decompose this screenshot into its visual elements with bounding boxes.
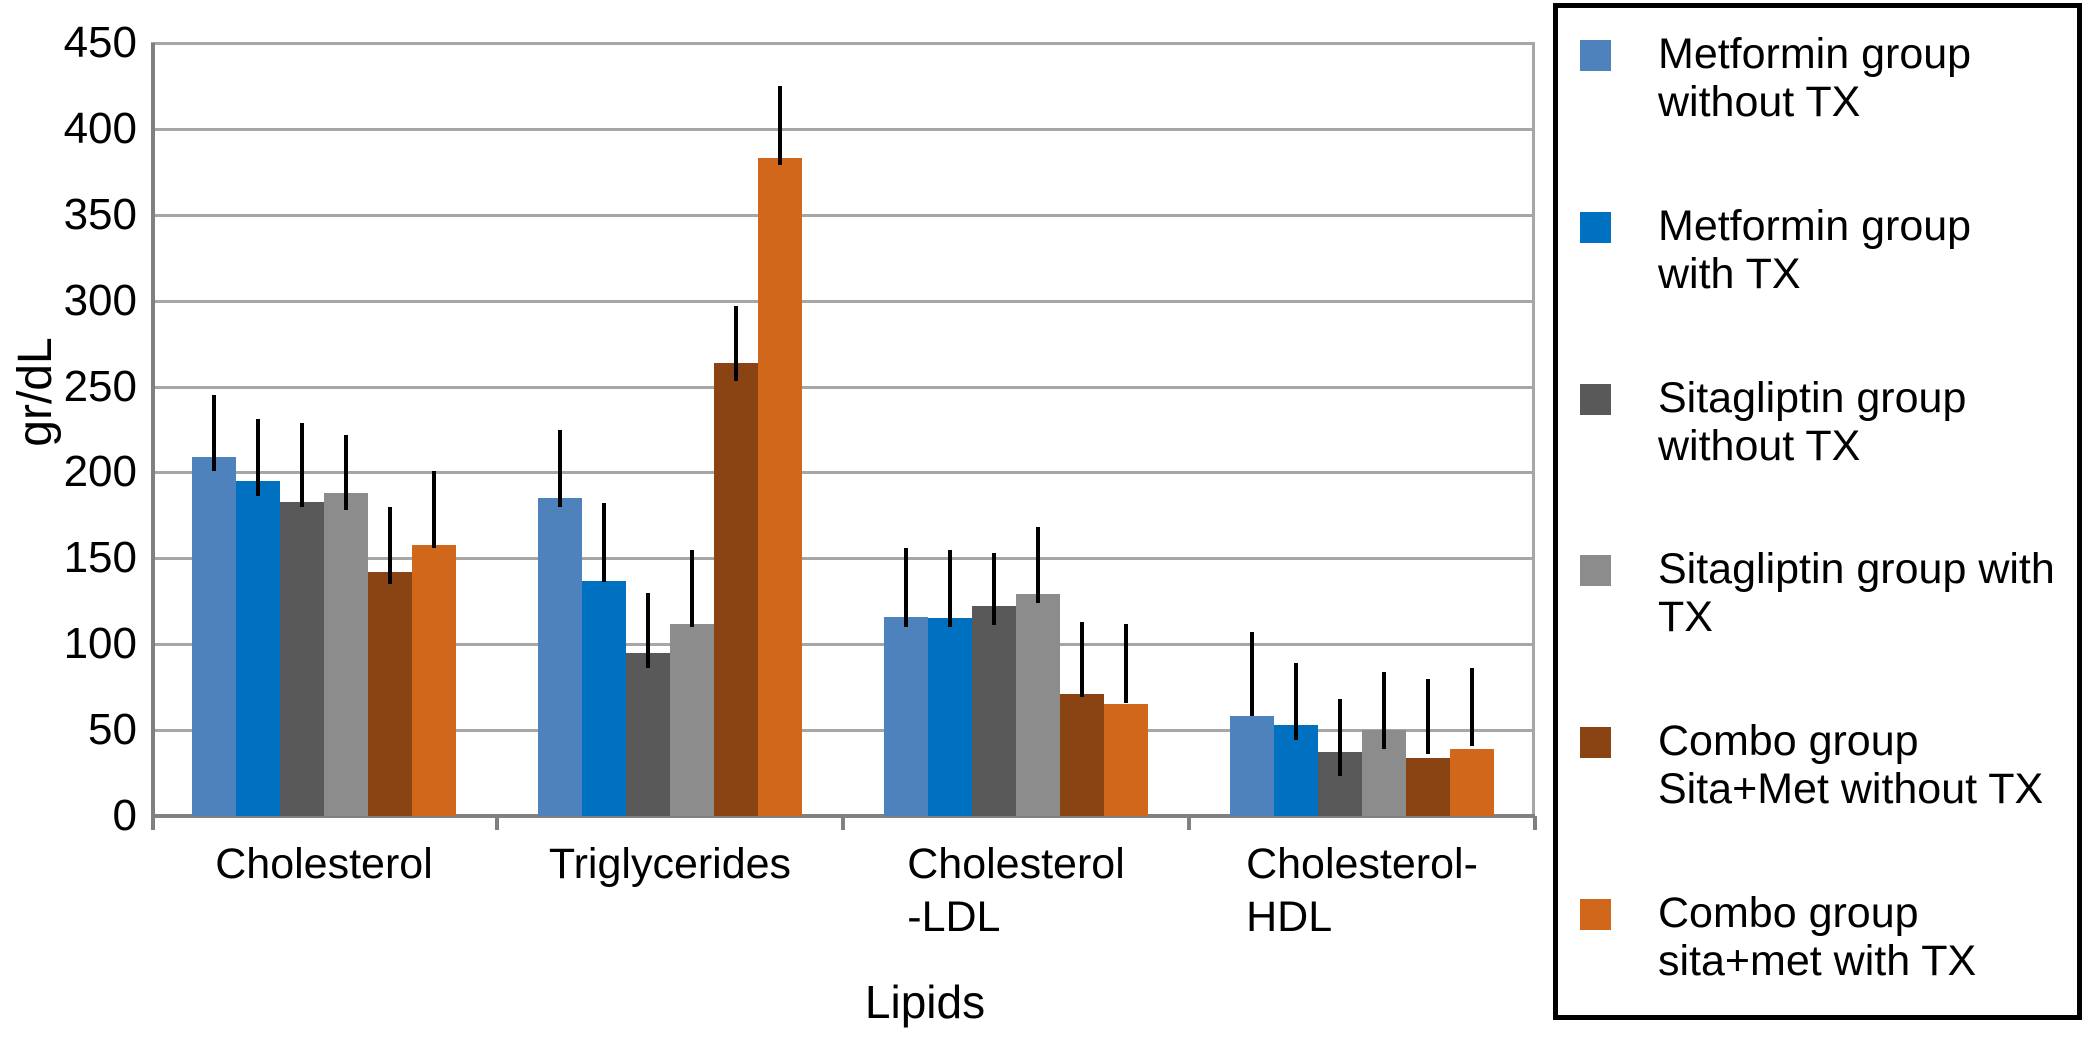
y-tick-label-300: 300 [63, 275, 137, 325]
error-bar [690, 549, 694, 628]
bar-sitagliptin-group-with-tx-cholesterol [324, 493, 368, 816]
legend-entry: Combo group sita+met with TX [1580, 889, 2067, 985]
legend-swatch-icon [1580, 211, 1611, 243]
y-tick-label-400: 400 [63, 103, 137, 153]
legend-swatch-icon [1580, 40, 1611, 71]
bar-combo-group-sita-met-with-tx-triglycerides [758, 158, 802, 816]
error-bar [1080, 621, 1084, 698]
bar-metformin-group-with-tx-triglycerides [582, 580, 626, 816]
bar-combo-group-sita-met-with-tx-cholesterol-hdl [1450, 749, 1494, 816]
legend: Metformin group without TX Metformin grou… [1553, 3, 2082, 1020]
bar-metformin-group-without-tx-cholesterol [192, 456, 236, 816]
legend-label: Combo group sita+met with TX [1658, 888, 1977, 985]
bar-combo-group-sita-met-with-tx-cholesterol [412, 544, 456, 816]
bar-combo-group-sita-met-without-tx-cholesterol [368, 572, 412, 816]
y-tick-label-50: 50 [88, 705, 137, 755]
gridline-350 [151, 213, 1535, 217]
legend-entry: Metformin group with TX [1580, 202, 2067, 298]
bar-sitagliptin-group-with-tx-cholesterol-ldl [1016, 594, 1060, 816]
bar-combo-group-sita-met-without-tx-cholesterol-hdl [1406, 757, 1450, 816]
error-bar [1294, 663, 1298, 741]
bar-metformin-group-without-tx-triglycerides [538, 498, 582, 816]
y-tick-label-200: 200 [63, 447, 137, 497]
error-bar [344, 434, 348, 511]
legend-swatch-icon [1580, 727, 1611, 759]
error-bar [1250, 632, 1254, 717]
x-category-label-4: Cholesterol- HDL [1246, 840, 1478, 941]
y-axis-line [151, 43, 155, 830]
legend-swatch-icon [1580, 898, 1611, 930]
bar-combo-group-sita-met-without-tx-triglycerides [714, 362, 758, 816]
bar-sitagliptin-group-without-tx-triglycerides [626, 652, 670, 816]
gridline-150 [151, 557, 1535, 561]
x-axis-tick [841, 816, 845, 830]
legend-entry: Sitagliptin group without TX [1580, 374, 2067, 470]
bar-metformin-group-without-tx-cholesterol-ldl [884, 616, 928, 816]
error-bar [432, 470, 436, 549]
y-axis-title: gr/dL [9, 337, 62, 447]
legend-swatch-icon [1580, 555, 1611, 587]
legend-entry: Metformin group without TX [1580, 30, 2067, 126]
bar-metformin-group-without-tx-cholesterol-hdl [1230, 716, 1274, 816]
error-bar [734, 305, 738, 382]
bar-combo-group-sita-met-with-tx-cholesterol-ldl [1104, 704, 1148, 816]
gridline-250 [151, 385, 1535, 389]
bar-sitagliptin-group-with-tx-triglycerides [670, 623, 714, 816]
bar-metformin-group-with-tx-cholesterol [236, 481, 280, 816]
x-category-label-1: Cholesterol [215, 840, 433, 888]
error-bar [256, 419, 260, 497]
gridline-300 [151, 299, 1535, 303]
bar-sitagliptin-group-without-tx-cholesterol [280, 501, 324, 816]
error-bar [602, 503, 606, 583]
error-bar [300, 422, 304, 507]
plot-right-border [1532, 43, 1535, 816]
error-bar [1426, 678, 1430, 755]
bar-metformin-group-with-tx-cholesterol-ldl [928, 618, 972, 816]
error-bar [212, 395, 216, 471]
gridline-50 [151, 729, 1535, 733]
error-bar [1124, 623, 1128, 703]
x-category-label-3: Cholesterol -LDL [907, 840, 1125, 941]
error-bar [1036, 527, 1040, 603]
y-tick-label-350: 350 [63, 189, 137, 239]
y-tick-label-100: 100 [63, 619, 137, 669]
gridline-400 [151, 127, 1535, 131]
y-tick-label-450: 450 [63, 18, 137, 67]
error-bar [992, 553, 996, 626]
error-bar [948, 549, 952, 628]
legend-label: Sitagliptin group without TX [1658, 373, 1967, 470]
legend-entry: Sitagliptin group with TX [1580, 545, 2067, 641]
x-axis-title: Lipids [864, 976, 986, 1028]
legend-label: Metformin group without TX [1658, 30, 1972, 126]
bar-sitagliptin-group-without-tx-cholesterol-ldl [972, 606, 1016, 816]
error-bar [646, 592, 650, 669]
legend-swatch-icon [1580, 383, 1611, 415]
legend-label: Combo group Sita+Met without TX [1658, 717, 2044, 814]
gridline-450 [151, 42, 1535, 45]
error-bar [1382, 671, 1386, 749]
error-bar [558, 429, 562, 507]
y-tick-label-0: 0 [112, 791, 137, 840]
legend-label: Sitagliptin group with TX [1658, 545, 2055, 642]
x-category-label-2: Triglycerides [548, 840, 792, 888]
error-bar [388, 506, 392, 585]
gridline-100 [151, 643, 1535, 647]
error-bar [904, 548, 908, 628]
x-axis-tick [495, 816, 499, 830]
error-bar [1470, 668, 1474, 746]
gridline-200 [151, 471, 1535, 475]
y-tick-label-250: 250 [63, 361, 137, 411]
x-axis-tick [1187, 816, 1191, 830]
bar-combo-group-sita-met-without-tx-cholesterol-ldl [1060, 694, 1104, 816]
error-bar [778, 85, 782, 165]
y-tick-label-150: 150 [63, 533, 137, 583]
error-bar [1338, 699, 1342, 777]
legend-label: Metformin group with TX [1658, 201, 1972, 298]
legend-entry: Combo group Sita+Met without TX [1580, 717, 2067, 813]
x-axis-tick [1533, 816, 1537, 830]
